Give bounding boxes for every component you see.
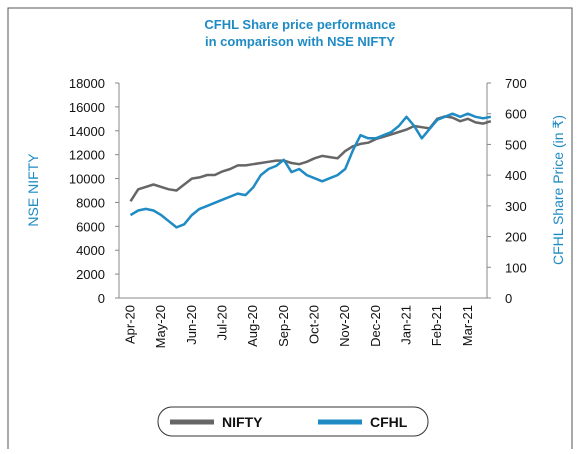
y-tick-label: 10000 (69, 172, 105, 187)
y-axis-label: NSE NIFTY (25, 153, 41, 227)
x-tick-label: Apr-20 (123, 305, 138, 344)
x-tick-label: Jul-20 (215, 305, 230, 340)
y-tick-label: 14000 (69, 124, 105, 139)
y2-tick-label: 700 (505, 76, 527, 91)
y2-axis-label: CFHL Share Price (in ₹) (550, 115, 566, 265)
x-tick-label: Oct-20 (307, 305, 322, 344)
y-tick-label: 12000 (69, 148, 105, 163)
x-tick-label: Feb-21 (429, 305, 444, 346)
y-tick-label: 8000 (76, 195, 105, 210)
x-tick-label: Jun-20 (184, 305, 199, 345)
chart-title: in comparison with NSE NIFTY (205, 34, 395, 49)
y-tick-label: 0 (98, 291, 105, 306)
series-line (129, 112, 492, 229)
y2-tick-label: 300 (505, 199, 527, 214)
y2-tick-label: 500 (505, 137, 527, 152)
x-tick-label: Jan-21 (399, 305, 414, 345)
y-tick-label: 2000 (76, 267, 105, 282)
y2-tick-label: 400 (505, 168, 527, 183)
y-tick-label: 6000 (76, 219, 105, 234)
x-tick-label: Mar-21 (460, 305, 475, 346)
y2-tick-label: 200 (505, 230, 527, 245)
legend-label: CFHL (370, 414, 408, 430)
legend-label: NIFTY (222, 414, 263, 430)
y-tick-label: 16000 (69, 100, 105, 115)
y-tick-label: 18000 (69, 76, 105, 91)
x-tick-label: Dec-20 (368, 305, 383, 347)
x-tick-label: Sep-20 (276, 305, 291, 347)
series-line (129, 115, 492, 202)
y2-tick-label: 0 (505, 291, 512, 306)
legend (157, 406, 429, 437)
x-tick-label: Nov-20 (337, 305, 352, 347)
y-tick-label: 4000 (76, 243, 105, 258)
x-tick-label: May-20 (153, 305, 168, 348)
y2-tick-label: 600 (505, 107, 527, 122)
y2-tick-label: 100 (505, 260, 527, 275)
x-tick-label: Aug-20 (245, 305, 260, 347)
chart-title: CFHL Share price performance (204, 17, 395, 32)
